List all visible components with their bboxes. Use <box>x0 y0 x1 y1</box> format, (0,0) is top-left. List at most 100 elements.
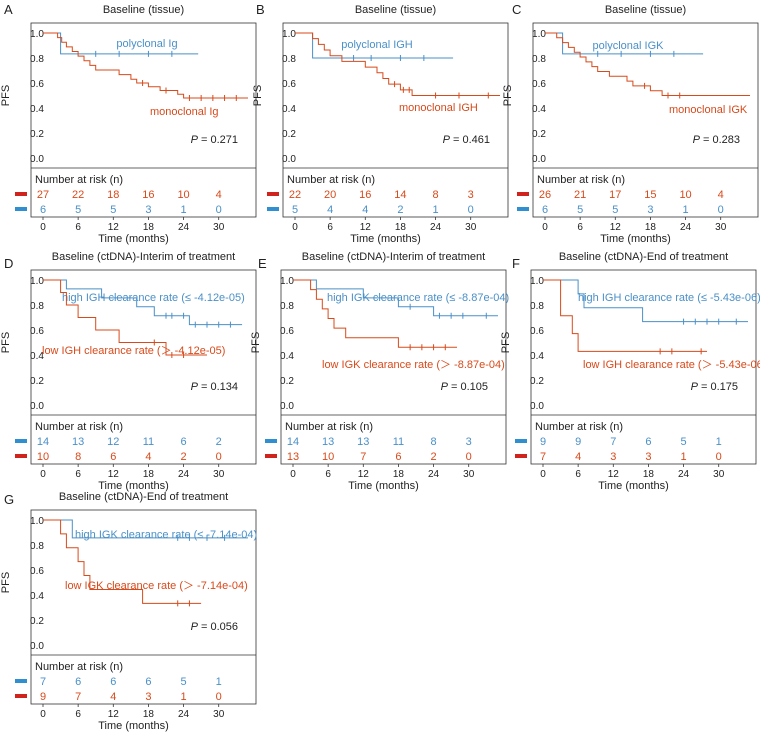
y-tick-label: 0.6 <box>30 566 44 577</box>
series-label-red: monoclonal Ig <box>150 106 219 118</box>
p-value-number: = 0.271 <box>198 134 238 146</box>
y-tick-label: 0.4 <box>280 351 294 362</box>
km-curve-blue <box>543 279 748 323</box>
p-value-number: = 0.056 <box>198 621 238 633</box>
y-tick-label: 0.8 <box>532 54 546 65</box>
p-value-number: = 0.283 <box>700 134 740 146</box>
risk-count: 26 <box>539 189 551 201</box>
y-tick-label: 1.0 <box>532 29 546 40</box>
x-tick-label: 30 <box>715 222 727 233</box>
y-axis-label: PFS <box>0 572 12 593</box>
x-tick-label: 6 <box>575 469 581 480</box>
series-label-red: low IGK clearance rate (＞ -7.14e-04) <box>65 580 248 592</box>
p-symbol: P <box>441 381 449 393</box>
series-label-blue: high IGK clearance rate (≤ -8.87e-04) <box>327 292 509 304</box>
risk-count: 3 <box>647 204 653 216</box>
risk-count: 9 <box>575 436 581 448</box>
y-tick-label: 0.8 <box>280 301 294 312</box>
y-tick-label: 1.0 <box>282 29 296 40</box>
risk-count: 10 <box>37 451 49 463</box>
x-axis-label: Time (months) <box>98 720 169 732</box>
risk-count: 14 <box>394 189 406 201</box>
p-value: P = 0.461 <box>443 134 490 146</box>
y-tick-label: 0.8 <box>530 301 544 312</box>
risk-count: 4 <box>575 451 581 463</box>
risk-legend-bar-blue <box>15 207 27 211</box>
risk-count: 20 <box>324 189 336 201</box>
y-tick-label: 0.2 <box>30 376 44 387</box>
panel-title: Baseline (ctDNA)-Interim of treatment <box>302 251 485 263</box>
p-symbol: P <box>191 621 199 633</box>
panel-f: F Baseline (ctDNA)-End of treatment PFS 1.0… <box>500 251 760 492</box>
x-tick-label: 6 <box>75 222 81 233</box>
y-tick-label: 0.8 <box>282 54 296 65</box>
risk-count: 16 <box>359 189 371 201</box>
series-label-blue: high IGH clearance rate (≤ -5.43e-06) <box>578 292 760 304</box>
risk-legend-bar-blue <box>15 679 27 683</box>
panel-letter: D <box>4 256 13 271</box>
y-tick-label: 1.0 <box>30 276 44 287</box>
x-tick-label: 6 <box>577 222 583 233</box>
risk-count: 2 <box>216 436 222 448</box>
x-axis-label: Time (months) <box>98 480 169 492</box>
x-tick-label: 24 <box>178 469 190 480</box>
p-value: P = 0.175 <box>691 381 738 393</box>
y-tick-label: 0.0 <box>282 154 296 165</box>
series-label-blue: polyclonal IGK <box>593 40 665 52</box>
y-axis-label: PFS <box>0 85 12 106</box>
panel-frame <box>30 509 257 705</box>
y-tick-label: 0.0 <box>30 154 44 165</box>
panel-letter: A <box>4 2 13 17</box>
panel-title: Baseline (ctDNA)-End of treatment <box>559 251 728 263</box>
risk-count: 13 <box>357 436 369 448</box>
p-value: P = 0.056 <box>191 621 238 633</box>
risk-count: 4 <box>145 451 151 463</box>
y-axis-label: PFS <box>0 332 12 353</box>
y-tick-label: 0.8 <box>30 301 44 312</box>
risk-count: 2 <box>397 204 403 216</box>
risk-legend-bar-red <box>515 454 527 458</box>
x-tick-label: 6 <box>75 469 81 480</box>
risk-count: 6 <box>542 204 548 216</box>
x-axis-label: Time (months) <box>348 480 419 492</box>
x-axis-label: Time (months) <box>350 233 421 245</box>
x-tick-label: 24 <box>178 222 190 233</box>
x-tick-label: 24 <box>430 222 442 233</box>
risk-count: 6 <box>110 676 116 688</box>
series-label-red: low IGK clearance rate (＞ -8.87e-04) <box>322 359 505 371</box>
x-tick-label: 18 <box>143 222 155 233</box>
x-tick-label: 30 <box>213 469 225 480</box>
panel-frame <box>30 22 257 218</box>
risk-count: 10 <box>679 189 691 201</box>
x-tick-label: 18 <box>393 469 405 480</box>
risk-count: 5 <box>75 204 81 216</box>
y-axis-label: PFS <box>500 332 512 353</box>
risk-count: 1 <box>216 676 222 688</box>
y-tick-label: 0.4 <box>282 104 296 115</box>
x-tick-label: 18 <box>395 222 407 233</box>
risk-count: 8 <box>75 451 81 463</box>
x-tick-label: 12 <box>360 222 372 233</box>
risk-count: 11 <box>143 436 154 448</box>
series-label-blue: high IGK clearance rate (≤ -7.14e-04) <box>75 529 257 541</box>
risk-count: 11 <box>393 436 404 448</box>
x-tick-label: 24 <box>178 709 190 720</box>
risk-count: 0 <box>718 204 724 216</box>
y-tick-label: 1.0 <box>30 29 44 40</box>
km-curve-red <box>295 32 500 96</box>
y-tick-label: 0.6 <box>532 79 546 90</box>
panel-title: Baseline (tissue) <box>355 4 436 16</box>
x-axis-label: Time (months) <box>98 233 169 245</box>
x-axis-label: Time (months) <box>600 233 671 245</box>
y-tick-label: 0.2 <box>30 129 44 140</box>
risk-count: 3 <box>610 451 616 463</box>
panel-title: Baseline (ctDNA)-Interim of treatment <box>52 251 235 263</box>
panel-d: D Baseline (ctDNA)-Interim of treatment PF… <box>0 251 257 492</box>
x-tick-label: 0 <box>292 222 298 233</box>
risk-count: 6 <box>145 676 151 688</box>
y-tick-label: 0.4 <box>30 591 44 602</box>
risk-legend-bar-blue <box>515 439 527 443</box>
p-symbol: P <box>191 381 199 393</box>
y-tick-label: 1.0 <box>30 516 44 527</box>
series-label-red: monoclonal IGH <box>399 102 478 114</box>
